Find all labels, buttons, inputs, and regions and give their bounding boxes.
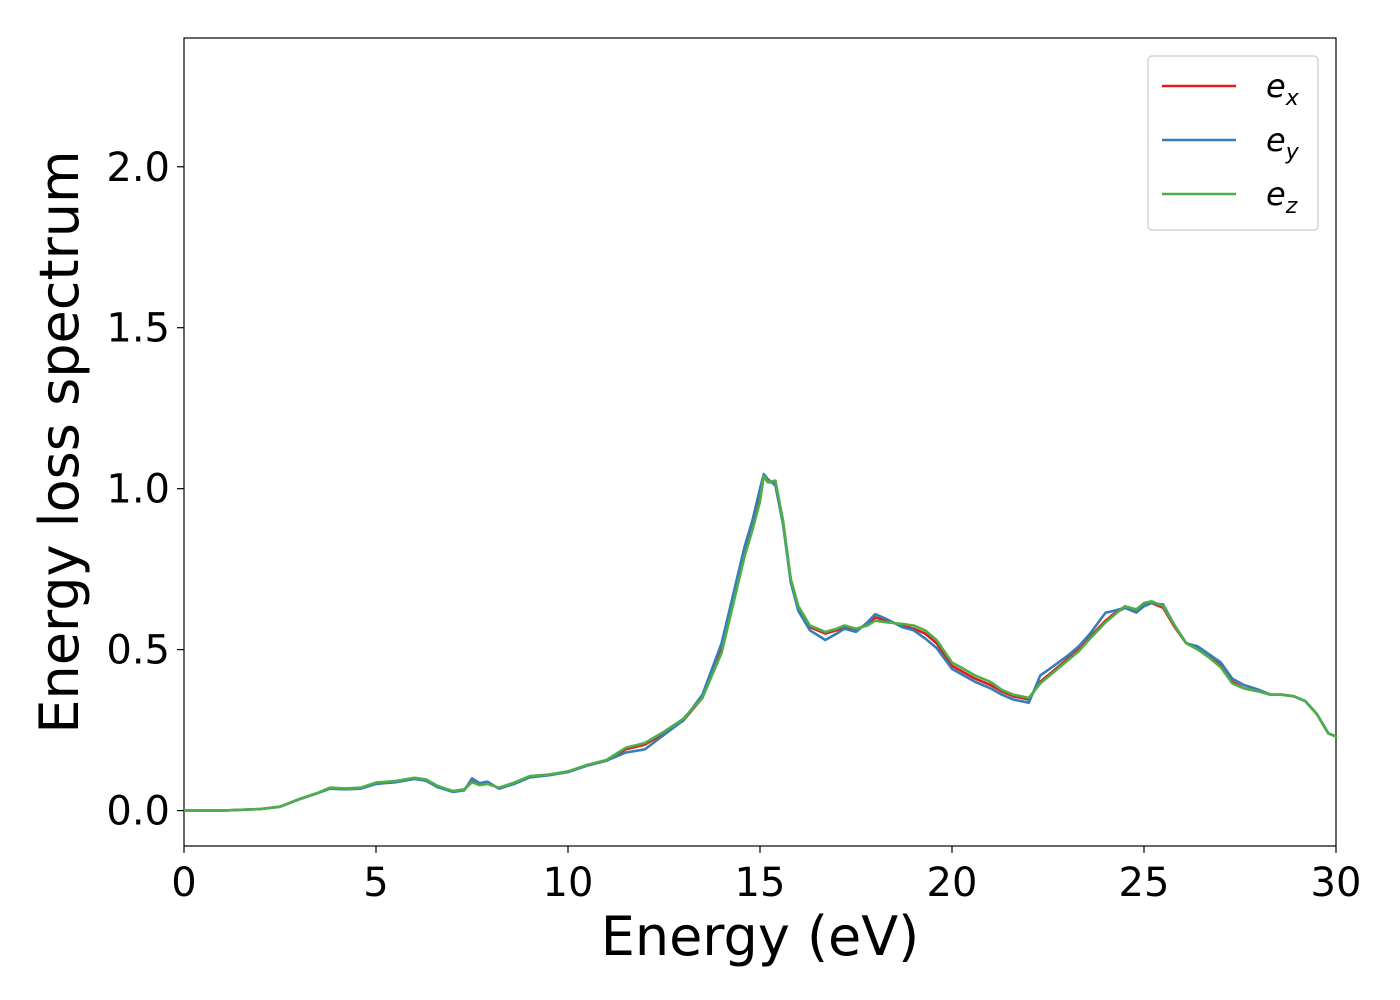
x-tick-label: 25	[1119, 860, 1170, 906]
x-tick-label: 30	[1311, 860, 1362, 906]
x-tick-label: 0	[171, 860, 196, 906]
y-tick-label: 1.5	[106, 306, 170, 352]
x-axis-label: Energy (eV)	[601, 905, 920, 968]
x-tick-label: 20	[927, 860, 978, 906]
series-line-z	[182, 474, 1338, 812]
x-axis: 0 5 10 15 20 25 30	[171, 846, 1361, 906]
series-line-x	[182, 474, 1338, 812]
legend-label-y: ey	[1266, 121, 1300, 165]
y-tick-label: 2.0	[106, 145, 170, 191]
y-tick-label: 0.5	[106, 628, 170, 674]
y-tick-label: 1.0	[106, 467, 170, 513]
y-axis: 0.0 0.5 1.0 1.5 2.0	[106, 145, 184, 835]
legend-box	[1147, 55, 1319, 231]
x-tick-label: 10	[543, 860, 594, 906]
series-layer	[182, 472, 1338, 812]
y-axis-label: Energy loss spectrum	[28, 150, 91, 733]
x-tick-label: 15	[735, 860, 786, 906]
y-tick-label: 0.0	[106, 789, 170, 835]
legend: ex ey ez	[1147, 55, 1319, 231]
legend-label-z: ez	[1266, 175, 1298, 219]
legend-label-x: ex	[1266, 67, 1300, 111]
x-tick-label: 5	[363, 860, 388, 906]
series-line-y	[182, 472, 1338, 812]
